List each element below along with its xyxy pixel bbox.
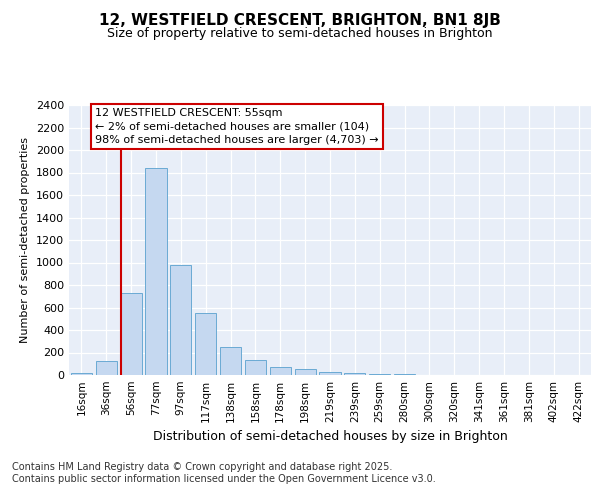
Bar — [369, 374, 390, 375]
Text: Contains HM Land Registry data © Crown copyright and database right 2025.
Contai: Contains HM Land Registry data © Crown c… — [12, 462, 436, 484]
Bar — [344, 374, 365, 375]
Bar — [145, 168, 167, 375]
Bar — [220, 347, 241, 375]
Text: Size of property relative to semi-detached houses in Brighton: Size of property relative to semi-detach… — [107, 28, 493, 40]
Bar — [295, 369, 316, 375]
Bar — [170, 265, 191, 375]
Text: 12 WESTFIELD CRESCENT: 55sqm
← 2% of semi-detached houses are smaller (104)
98% : 12 WESTFIELD CRESCENT: 55sqm ← 2% of sem… — [95, 108, 379, 145]
Bar — [245, 360, 266, 375]
Text: 12, WESTFIELD CRESCENT, BRIGHTON, BN1 8JB: 12, WESTFIELD CRESCENT, BRIGHTON, BN1 8J… — [99, 12, 501, 28]
Bar — [121, 293, 142, 375]
Bar — [71, 374, 92, 375]
Bar — [195, 313, 216, 375]
X-axis label: Distribution of semi-detached houses by size in Brighton: Distribution of semi-detached houses by … — [152, 430, 508, 444]
Bar — [319, 372, 341, 375]
Y-axis label: Number of semi-detached properties: Number of semi-detached properties — [20, 137, 31, 343]
Bar — [394, 374, 415, 375]
Bar — [96, 361, 117, 375]
Bar — [270, 367, 291, 375]
